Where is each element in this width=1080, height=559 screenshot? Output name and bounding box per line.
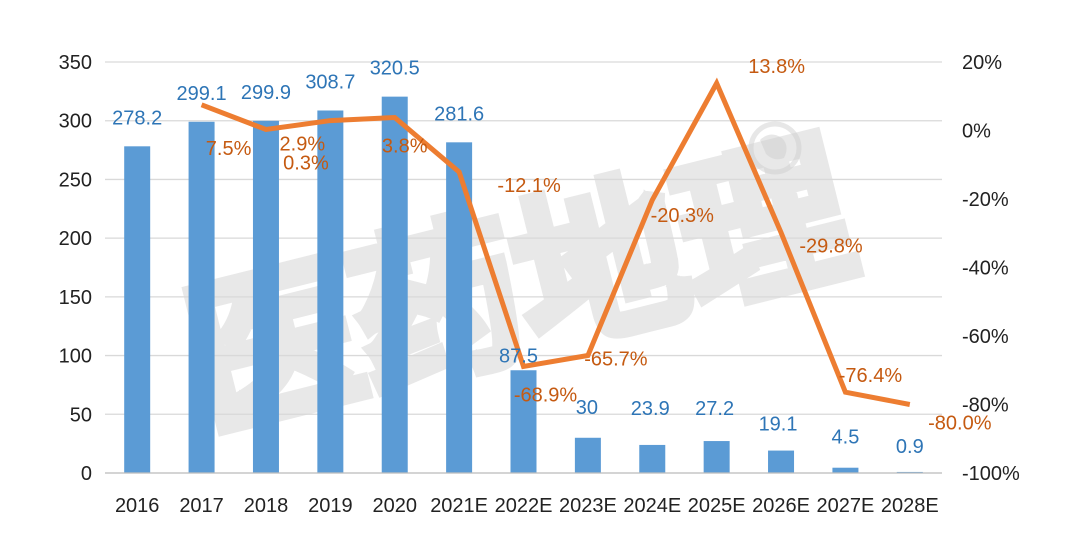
- bar-data-label: 23.9: [631, 398, 670, 420]
- bar: [510, 370, 537, 473]
- globe-icon: [748, 121, 802, 175]
- right-axis-tick-label: -60%: [962, 326, 1009, 348]
- x-axis-tick-label: 2022E: [495, 495, 553, 517]
- bar: [252, 120, 279, 473]
- growth-line: [200, 77, 911, 407]
- line-data-label: -80.0%: [928, 413, 992, 435]
- x-axis-tick-label: 2026E: [752, 495, 810, 517]
- x-axis-tick-label: 2023E: [559, 495, 617, 517]
- left-axis-tick-label: 250: [59, 169, 92, 191]
- right-axis-tick-label: 20%: [962, 52, 1002, 74]
- bar: [188, 121, 215, 473]
- bar-data-label: 320.5: [370, 58, 420, 80]
- x-axis-tick-label: 2016: [115, 495, 160, 517]
- line-data-label: -76.4%: [839, 365, 903, 387]
- bar-data-label: 19.1: [759, 414, 798, 436]
- line-data-label: -12.1%: [497, 175, 561, 197]
- line-data-label: 7.5%: [206, 138, 252, 160]
- x-axis-tick-label: 2027E: [817, 495, 875, 517]
- bar-data-label: 278.2: [112, 107, 162, 129]
- bar: [832, 467, 859, 473]
- bar: [574, 437, 601, 473]
- bar-data-label: 281.6: [434, 103, 484, 125]
- line-data-label: 3.8%: [382, 135, 428, 157]
- bar-data-label: 87.5: [499, 345, 538, 367]
- left-axis-tick-label: 350: [59, 52, 92, 74]
- bar: [639, 444, 666, 473]
- left-axis-tick-label: 0: [81, 463, 92, 485]
- x-axis-tick-label: 2021E: [430, 495, 488, 517]
- line-data-labels: 7.5% 0.3%2.9% 3.8% -12.1% -68.9% -65.7% -20.3%…: [206, 56, 992, 434]
- bar-data-label: 308.7: [305, 71, 355, 93]
- line-data-label: -68.9%: [514, 384, 578, 406]
- bar: [768, 450, 795, 473]
- bar-data-label: 299.1: [177, 83, 227, 105]
- right-axis-tick-label: -20%: [962, 189, 1009, 211]
- x-axis-tick-label: 2017: [179, 495, 224, 517]
- bar-data-label: 30: [576, 397, 598, 419]
- bar: [317, 110, 344, 474]
- bar-series: [124, 96, 923, 474]
- left-axis-tick-label: 100: [59, 346, 92, 368]
- bar-data-label: 299.9: [241, 82, 291, 104]
- line-data-label: 2.9%: [280, 134, 326, 156]
- bar-data-labels: 278.2 299.1 299.9 308.7 320.5 281.6 87.5 30 23.9…: [112, 58, 924, 458]
- bar: [703, 441, 730, 473]
- left-axis-tick-label: 300: [59, 111, 92, 133]
- line-data-label: -29.8%: [799, 236, 863, 258]
- x-axis-tick-label: 2025E: [688, 495, 746, 517]
- line-data-label: 13.8%: [748, 56, 805, 78]
- x-axis-tick-label: 2024E: [623, 495, 681, 517]
- line-data-label: -65.7%: [584, 349, 648, 371]
- bar: [381, 96, 408, 474]
- x-axis-tick-label: 2020: [372, 495, 417, 517]
- line-data-label: 0.3%: [283, 152, 329, 174]
- right-axis-tick-label: -40%: [962, 258, 1009, 280]
- right-axis-tick-label: -80%: [962, 395, 1009, 417]
- x-axis-tick-label: 2019: [308, 495, 353, 517]
- left-axis-tick-label: 200: [59, 228, 92, 250]
- left-axis: 0 50 100 150 200 250 300 350: [59, 52, 92, 485]
- line-data-label: -20.3%: [651, 205, 715, 227]
- x-axis-tick-label: 2018: [244, 495, 289, 517]
- left-axis-tick-label: 50: [70, 404, 92, 426]
- right-axis-tick-label: -100%: [962, 463, 1020, 485]
- right-axis: -100% -80% -60% -40% -20% 0% 20%: [962, 52, 1020, 485]
- x-axis-tick-label: 2028E: [881, 495, 939, 517]
- gridlines: [105, 61, 942, 474]
- bar-data-label: 4.5: [832, 427, 860, 449]
- x-axis: 2016 2017 2018 2019 2020 2021E 2022E 2023E 2024E…: [105, 472, 942, 517]
- bar-data-label: 0.9: [896, 436, 924, 458]
- left-axis-tick-label: 150: [59, 287, 92, 309]
- line-series: [200, 77, 911, 407]
- bar-data-label: 27.2: [695, 398, 734, 420]
- bar: [124, 146, 151, 473]
- right-axis-tick-label: 0%: [962, 121, 991, 143]
